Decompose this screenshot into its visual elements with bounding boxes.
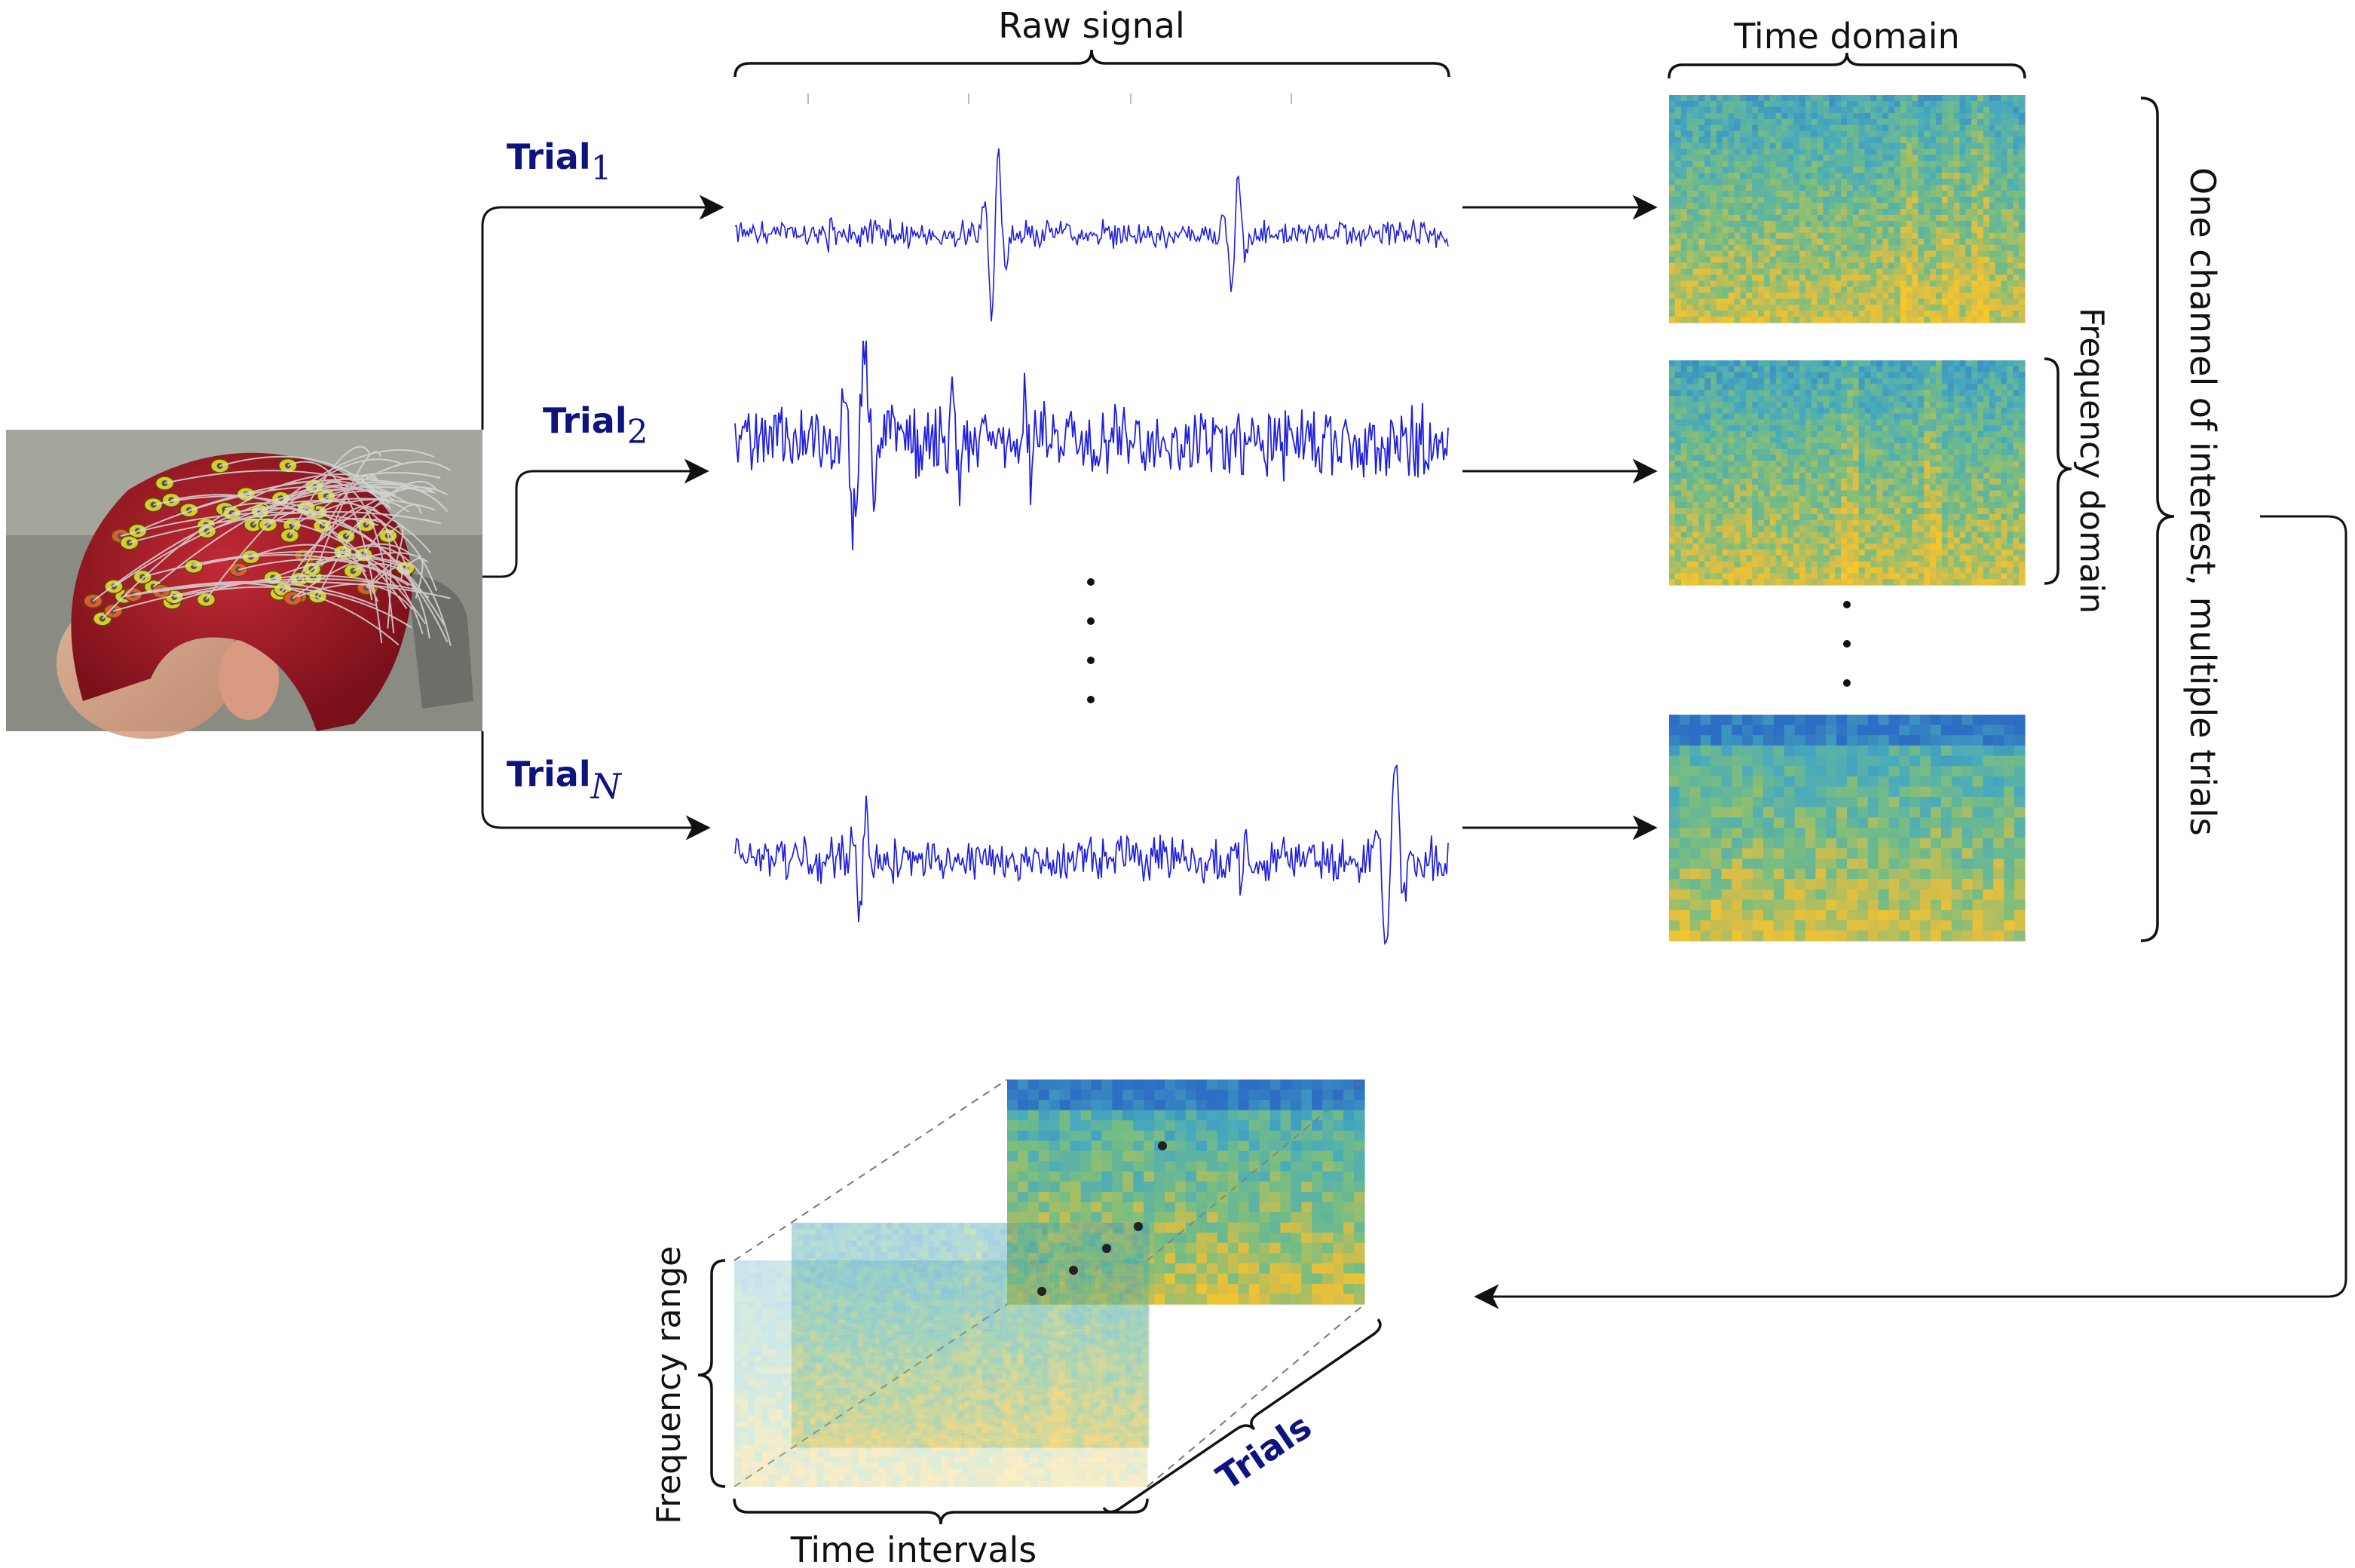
trial-2-spectrogram — [1669, 360, 2026, 586]
raw-signal-brace — [733, 49, 1450, 78]
frequency-range-brace — [697, 1259, 726, 1488]
trial-2-signal — [734, 340, 1449, 550]
channel-brace — [2140, 96, 2175, 942]
spectrogram-arrows — [1462, 194, 1658, 841]
trials-axis-label: Trials — [1209, 1406, 1318, 1498]
stack-diagonal-dots — [1037, 1141, 1167, 1296]
trial-n-signal — [734, 764, 1449, 945]
spectrogram-stack — [733, 1079, 1365, 1487]
channel-note-label: One channel of interest, multiple trials — [2182, 167, 2223, 836]
time-intervals-brace — [733, 1498, 1149, 1525]
trials-depth-brace — [1102, 1318, 1382, 1514]
trial-n-spectrogram — [1669, 715, 2026, 942]
trial-labels: Trial1 Trial2 TrialN — [507, 136, 648, 807]
frequency-range-label: Frequency range — [650, 1246, 688, 1524]
time-domain-header: Time domain — [1733, 16, 1959, 57]
trial-n-label: TrialN — [507, 754, 623, 807]
trial-2-label: Trial2 — [543, 400, 648, 452]
stack-back-layer — [1007, 1080, 1365, 1305]
trial-1-axis-ticks — [807, 93, 1292, 104]
raw-signal-traces — [734, 93, 1449, 945]
trial-1-label: Trial1 — [507, 136, 612, 188]
eeg-cap-photo — [6, 430, 482, 739]
trial-1-spectrogram — [1669, 95, 2026, 323]
stack-dashed-edges — [733, 1079, 1365, 1487]
time-domain-brace — [1667, 52, 2026, 79]
spectrogram-ellipsis — [1843, 601, 1851, 687]
signal-ellipsis — [1087, 578, 1095, 703]
branch-connectors — [481, 194, 724, 841]
spectrograms — [1669, 95, 2026, 942]
loopback-arrow — [1474, 515, 2347, 1309]
frequency-domain-label: Frequency domain — [2072, 308, 2111, 614]
stack-front-layer — [734, 1260, 1148, 1487]
time-intervals-label: Time intervals — [790, 1530, 1037, 1568]
raw-signal-header: Raw signal — [998, 5, 1184, 46]
frequency-domain-brace — [2044, 357, 2072, 585]
trial-1-signal — [734, 148, 1449, 322]
